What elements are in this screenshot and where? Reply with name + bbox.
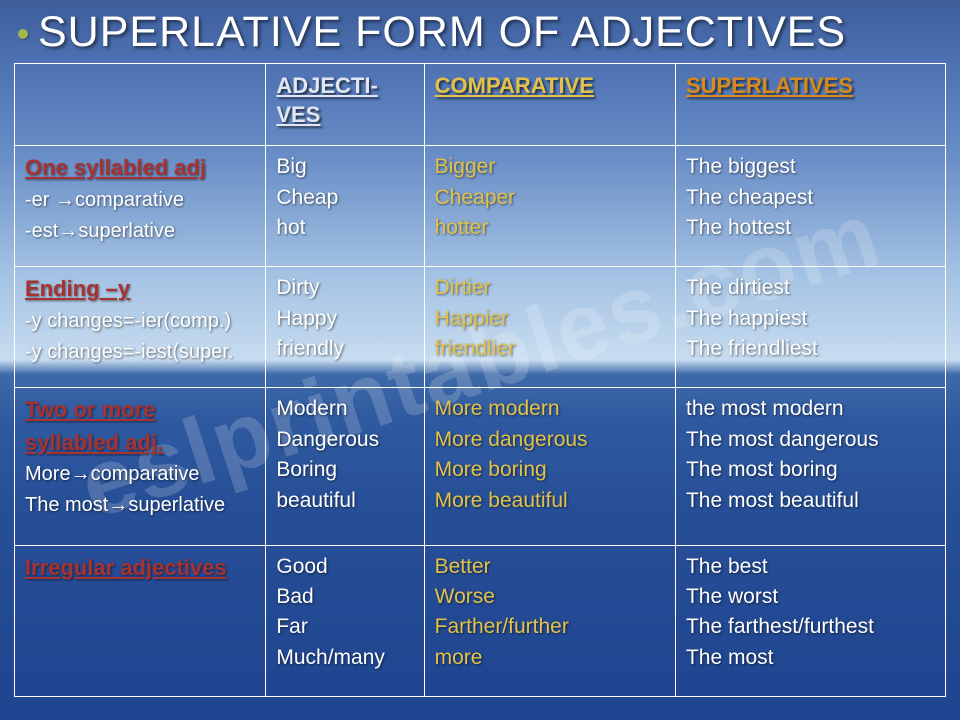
adjective-cell-item: beautiful [276,486,413,516]
superlative-cell-item: The farthest/furthest [686,612,935,642]
adjective-cell-item: Big [276,152,413,182]
rule-cell: Irregular adjectives [15,545,266,696]
adjective-table: ADJECTI-VES COMPARATIVE SUPERLATIVES One… [14,63,946,697]
page-title: SUPERLATIVE FORM OF ADJECTIVES [18,8,946,57]
superlative-cell-item: The most beautiful [686,486,935,516]
bullet-icon [18,29,28,39]
comparative-cell-item: More beautiful [435,486,665,516]
comparative-cell: BiggerCheaperhotter [424,146,675,267]
adjective-cell-item: hot [276,213,413,243]
superlative-cell-item: The best [686,552,935,582]
superlative-cell: The dirtiestThe happiestThe friendliest [675,267,945,388]
adjective-cell-item: Dirty [276,273,413,303]
rule-subnote: -y changes=-ier(comp.) [25,306,255,337]
rule-cell: Ending –y -y changes=-ier(comp.)-y change… [15,267,266,388]
superlative-cell-item: The most dangerous [686,425,935,455]
comparative-cell-item: Bigger [435,152,665,182]
comparative-cell-item: Cheaper [435,183,665,213]
comparative-cell-item: More modern [435,394,665,424]
rule-cell: One syllabled adj -er →comparative-est→su… [15,146,266,267]
superlative-cell: The bestThe worstThe farthest/furthestTh… [675,545,945,696]
rule-subnote: The most→superlative [25,490,255,521]
adjective-cell-item: Dangerous [276,425,413,455]
rule-heading: Two or more syllabled adj. [25,397,163,454]
superlative-cell-item: The hottest [686,213,935,243]
comparative-cell: More modernMore dangerousMore boringMore… [424,388,675,545]
table-row: One syllabled adj -er →comparative-est→su… [15,146,946,267]
superlative-cell-item: The biggest [686,152,935,182]
rule-heading: Ending –y [25,276,130,301]
superlative-cell-item: The dirtiest [686,273,935,303]
superlative-cell-item: The most boring [686,455,935,485]
adjective-cell-item: Bad [276,582,413,612]
superlative-cell-item: The happiest [686,304,935,334]
superlative-cell-item: The cheapest [686,183,935,213]
rule-heading: One syllabled adj [25,155,206,180]
header-adjectives: ADJECTI-VES [266,64,424,146]
header-comparative: COMPARATIVE [424,64,675,146]
superlative-cell-item: the most modern [686,394,935,424]
comparative-cell-item: Farther/further [435,612,665,642]
comparative-cell-item: Worse [435,582,665,612]
rule-cell: Two or more syllabled adj. More→comparati… [15,388,266,545]
superlative-cell: The biggestThe cheapestThe hottest [675,146,945,267]
rule-subnote: More→comparative [25,459,255,490]
rule-subnote: -est→superlative [25,216,255,247]
superlative-cell-item: The most [686,643,935,673]
adjective-cell-item: Happy [276,304,413,334]
rule-subnote: -er →comparative [25,185,255,216]
adjective-cell: GoodBadFarMuch/many [266,545,424,696]
comparative-cell-item: More boring [435,455,665,485]
adjective-cell-item: Good [276,552,413,582]
comparative-cell-item: Dirtier [435,273,665,303]
rule-subnote: -y changes=-iest(super. [25,337,255,368]
comparative-cell-item: Happier [435,304,665,334]
comparative-cell-item: More dangerous [435,425,665,455]
header-superlative: SUPERLATIVES [675,64,945,146]
title-text: SUPERLATIVE FORM OF ADJECTIVES [38,8,846,56]
adjective-cell-item: Boring [276,455,413,485]
table-row: Irregular adjectivesGoodBadFarMuch/manyB… [15,545,946,696]
adjective-cell-item: Far [276,612,413,642]
header-blank [15,64,266,146]
superlative-cell: the most modernThe most dangerousThe mos… [675,388,945,545]
comparative-cell-item: hotter [435,213,665,243]
comparative-cell: DirtierHappierfriendlier [424,267,675,388]
adjective-cell-item: Cheap [276,183,413,213]
comparative-cell: BetterWorseFarther/furthermore [424,545,675,696]
comparative-cell-item: Better [435,552,665,582]
comparative-cell-item: more [435,643,665,673]
table-row: Ending –y -y changes=-ier(comp.)-y change… [15,267,946,388]
table-header-row: ADJECTI-VES COMPARATIVE SUPERLATIVES [15,64,946,146]
adjective-cell: ModernDangerousBoringbeautiful [266,388,424,545]
adjective-cell: BigCheaphot [266,146,424,267]
comparative-cell-item: friendlier [435,334,665,364]
slide: eslprintables.com SUPERLATIVE FORM OF AD… [0,0,960,720]
superlative-cell-item: The friendliest [686,334,935,364]
superlative-cell-item: The worst [686,582,935,612]
adjective-cell-item: Much/many [276,643,413,673]
table-row: Two or more syllabled adj. More→comparati… [15,388,946,545]
adjective-cell: DirtyHappyfriendly [266,267,424,388]
adjective-cell-item: friendly [276,334,413,364]
rule-heading: Irregular adjectives [25,555,227,580]
adjective-cell-item: Modern [276,394,413,424]
